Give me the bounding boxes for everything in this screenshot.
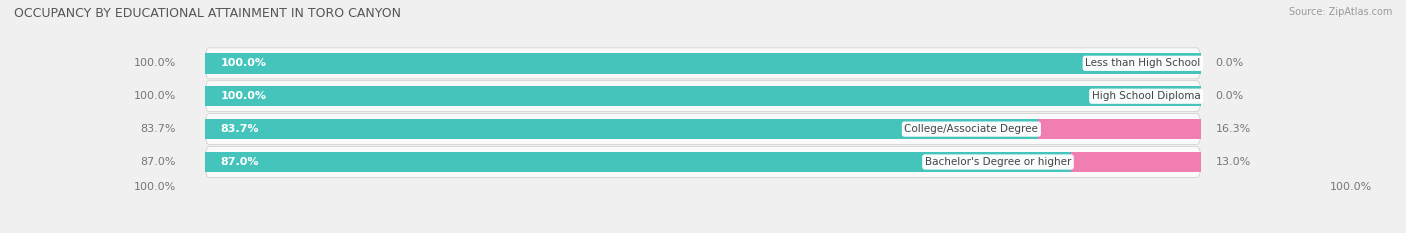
- Text: 87.0%: 87.0%: [141, 157, 176, 167]
- Text: High School Diploma: High School Diploma: [1091, 91, 1201, 101]
- Text: 83.7%: 83.7%: [221, 124, 259, 134]
- Bar: [205, 119, 1038, 139]
- Text: Source: ZipAtlas.com: Source: ZipAtlas.com: [1288, 7, 1392, 17]
- Text: 100.0%: 100.0%: [221, 91, 266, 101]
- Text: 100.0%: 100.0%: [221, 58, 266, 68]
- FancyBboxPatch shape: [205, 147, 1201, 178]
- Text: 83.7%: 83.7%: [141, 124, 176, 134]
- Text: Less than High School: Less than High School: [1085, 58, 1201, 68]
- Text: 100.0%: 100.0%: [1330, 182, 1372, 192]
- Bar: [1038, 119, 1201, 139]
- Bar: [1071, 152, 1201, 172]
- FancyBboxPatch shape: [205, 114, 1201, 144]
- Text: 100.0%: 100.0%: [134, 91, 176, 101]
- Text: 100.0%: 100.0%: [134, 182, 176, 192]
- Text: OCCUPANCY BY EDUCATIONAL ATTAINMENT IN TORO CANYON: OCCUPANCY BY EDUCATIONAL ATTAINMENT IN T…: [14, 7, 401, 20]
- Text: Bachelor's Degree or higher: Bachelor's Degree or higher: [925, 157, 1071, 167]
- Text: 0.0%: 0.0%: [1215, 91, 1244, 101]
- FancyBboxPatch shape: [205, 81, 1201, 112]
- FancyBboxPatch shape: [205, 48, 1201, 79]
- Text: 0.0%: 0.0%: [1215, 58, 1244, 68]
- Text: 16.3%: 16.3%: [1215, 124, 1251, 134]
- Bar: [205, 86, 1201, 106]
- Bar: [205, 53, 1201, 74]
- Bar: [205, 152, 1071, 172]
- Text: College/Associate Degree: College/Associate Degree: [904, 124, 1038, 134]
- Text: 87.0%: 87.0%: [221, 157, 259, 167]
- Text: 13.0%: 13.0%: [1215, 157, 1251, 167]
- Text: 100.0%: 100.0%: [134, 58, 176, 68]
